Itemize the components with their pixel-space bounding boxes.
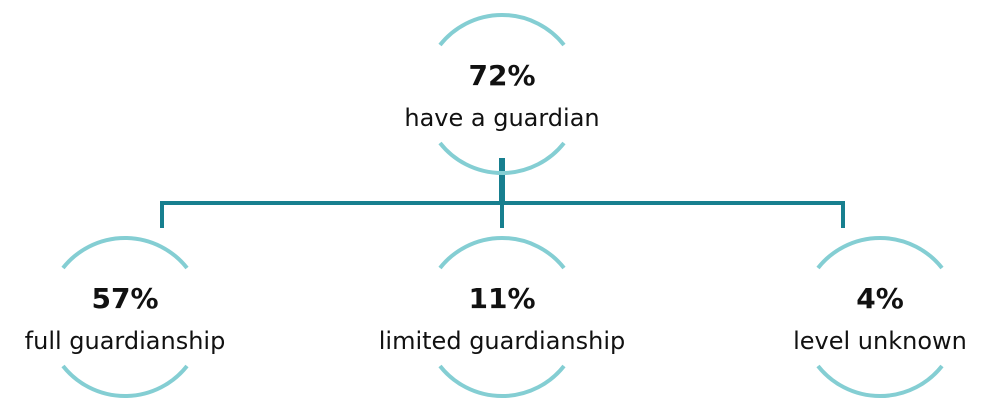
node-label: level unknown xyxy=(793,327,967,355)
node-arc-top xyxy=(61,235,189,270)
node-arc-bottom xyxy=(61,364,189,399)
node-arc-bottom xyxy=(816,364,944,399)
node-value: 57% xyxy=(91,282,158,315)
nodes: 72% have a guardian 57% full guardianship 11… xyxy=(25,12,967,399)
node-arc-top xyxy=(438,12,566,47)
node-arc-bottom xyxy=(438,141,566,176)
node-value: 11% xyxy=(468,282,535,315)
node-value: 72% xyxy=(468,59,535,92)
connectors xyxy=(160,158,845,228)
node-arc-top xyxy=(438,235,566,270)
node-label: limited guardianship xyxy=(379,327,625,355)
node-arc-top xyxy=(816,235,944,270)
node-label: full guardianship xyxy=(25,327,226,355)
node-value: 4% xyxy=(856,282,904,315)
node-label: have a guardian xyxy=(404,104,599,132)
node-arc-bottom xyxy=(438,364,566,399)
